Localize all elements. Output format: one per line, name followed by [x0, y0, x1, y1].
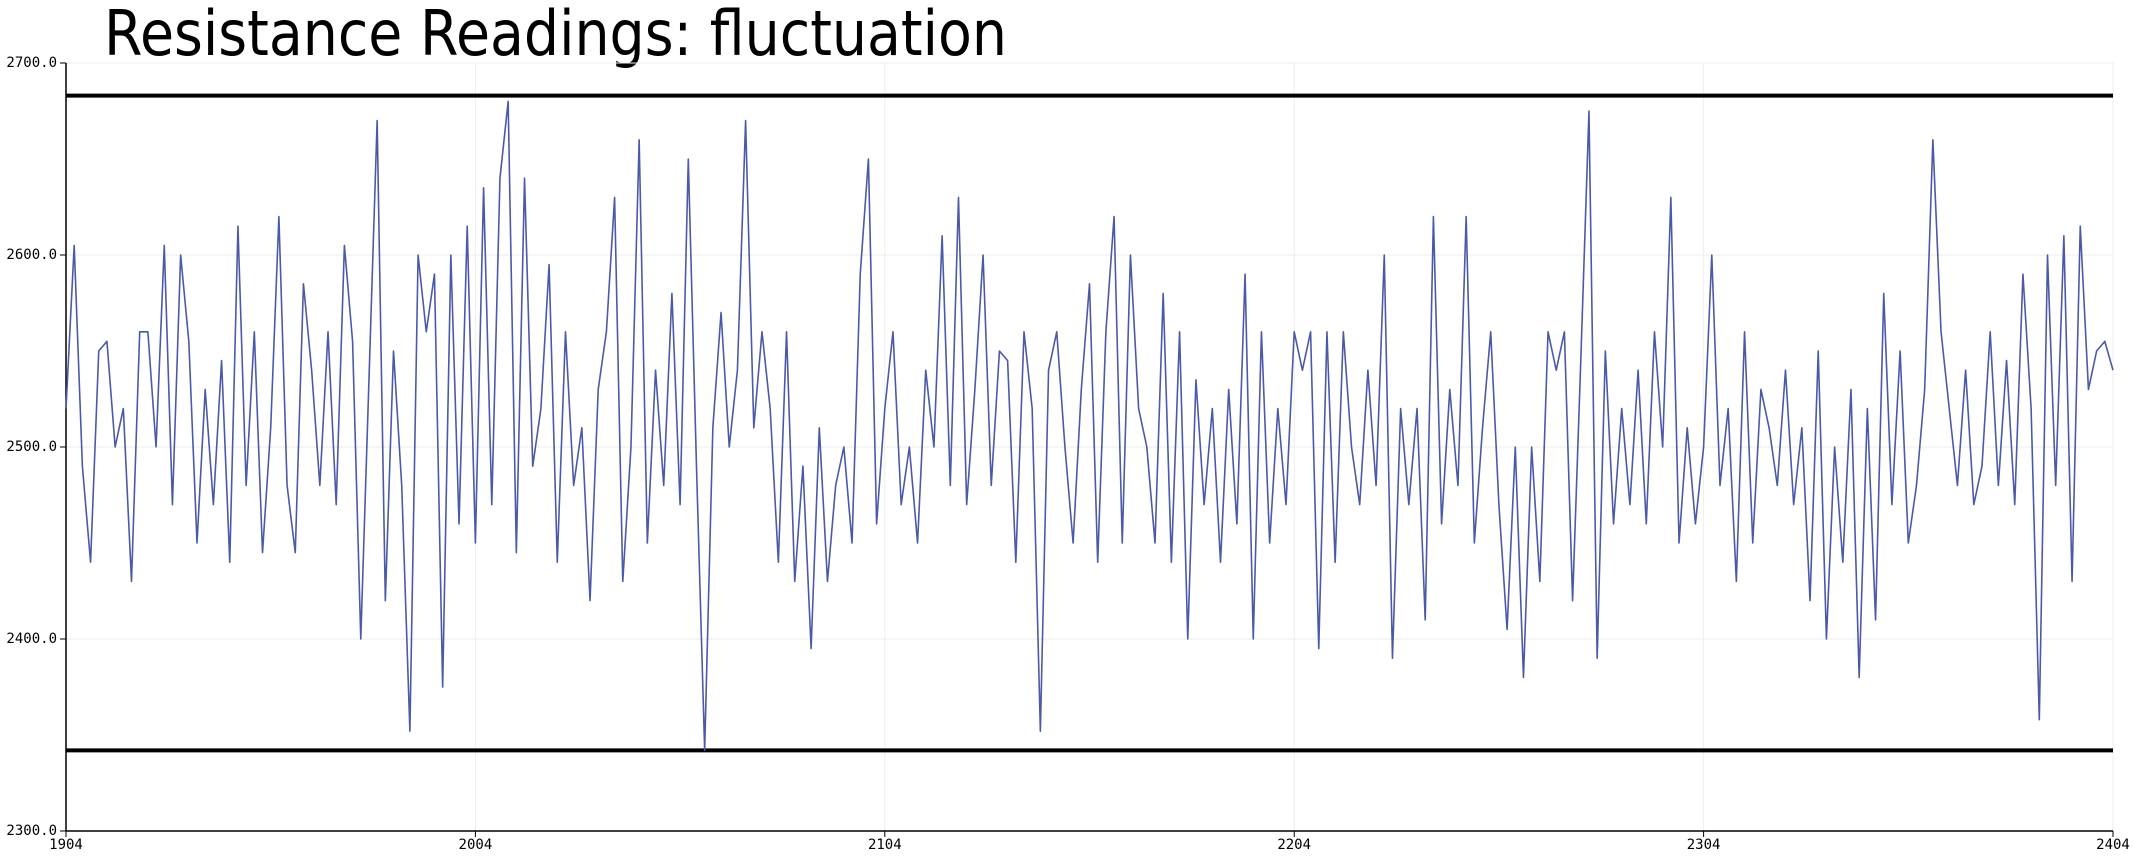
y-tick-label: 2500.0 [6, 439, 57, 455]
data-line [65, 100, 2114, 752]
x-tick-label: 2104 [868, 837, 902, 853]
y-tick-label: 2300.0 [6, 823, 57, 839]
x-tick-label: 2004 [459, 837, 493, 853]
x-tick-label: 1904 [49, 837, 83, 853]
y-tick-label: 2700.0 [6, 55, 57, 71]
x-tick-label: 2204 [1277, 837, 1311, 853]
y-tick-label: 2400.0 [6, 631, 57, 647]
chart-title: Resistance Readings: fluctuation [104, 0, 1007, 70]
x-tick-label: 2304 [1687, 837, 1721, 853]
y-tick-label: 2600.0 [6, 247, 57, 263]
x-tick-label: 2404 [2096, 837, 2130, 853]
